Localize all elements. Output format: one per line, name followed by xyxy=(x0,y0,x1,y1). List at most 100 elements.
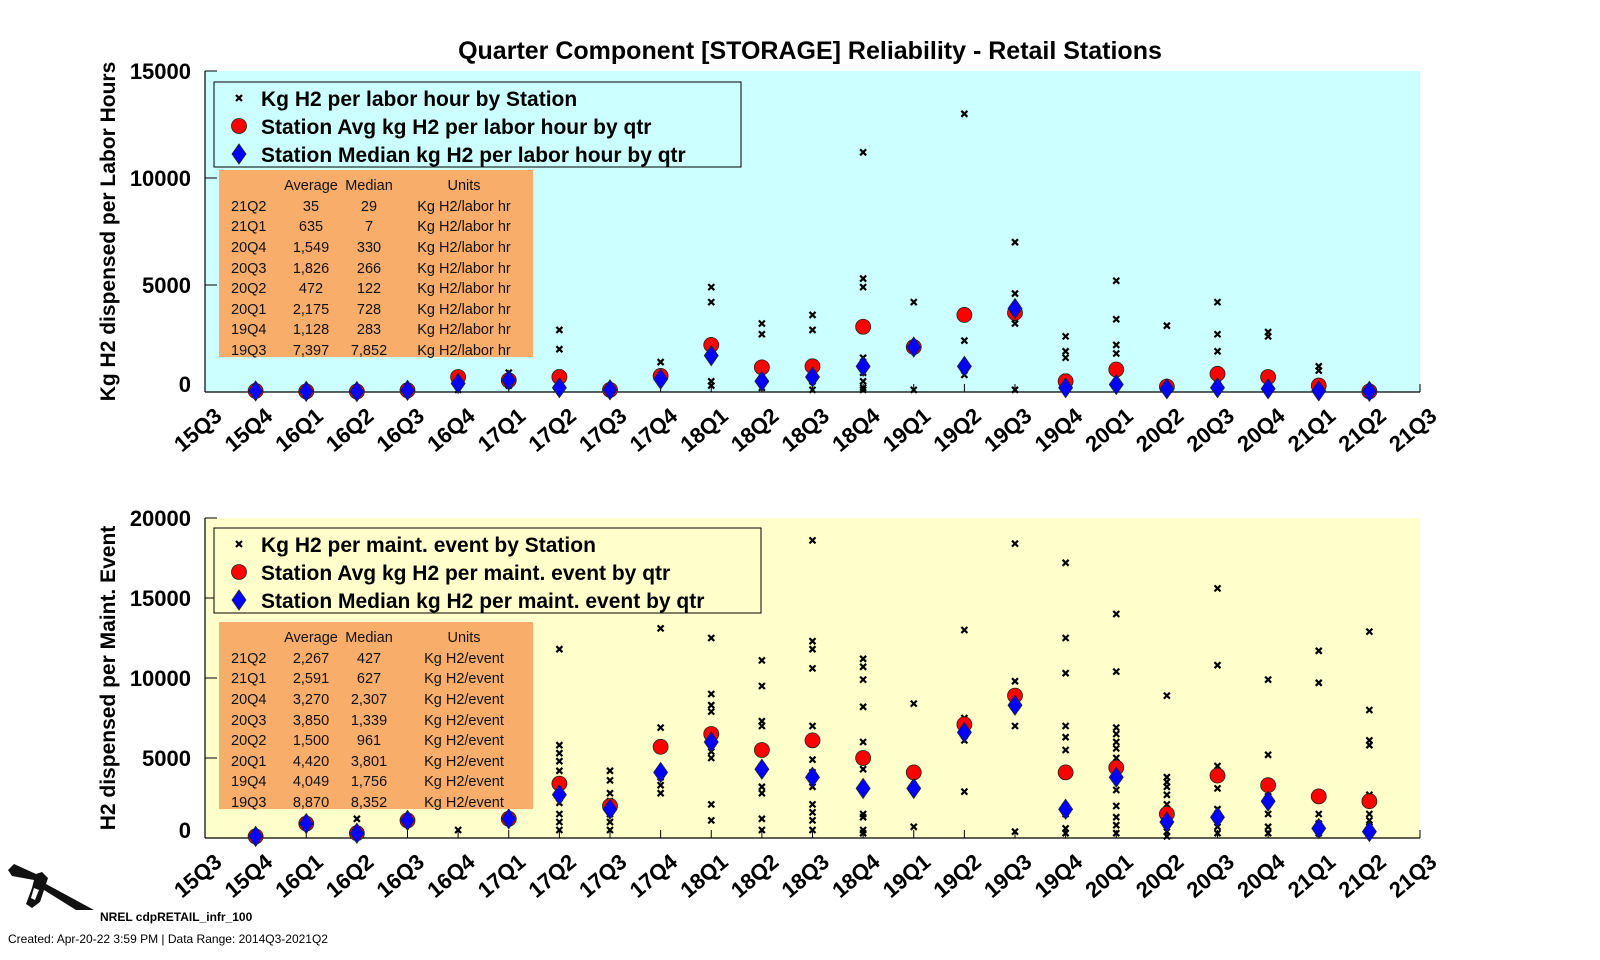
bottom-station-point xyxy=(1112,802,1121,810)
bottom-station-point xyxy=(1163,783,1171,791)
bottom-station-point xyxy=(859,703,867,711)
bottom-station-point xyxy=(909,823,918,831)
bottom-station-point xyxy=(1163,832,1171,841)
table-cell: Units xyxy=(447,178,481,195)
bottom-x-tick-label: 19Q1 xyxy=(878,849,935,903)
table-row: 19Q4 1,128 283 Kg H2/labor hr xyxy=(227,320,529,341)
table-cell: Kg H2/labor hr xyxy=(417,343,511,360)
top-station-point xyxy=(808,386,817,394)
bottom-station-point xyxy=(1061,733,1070,741)
bottom-station-point xyxy=(758,826,766,834)
top-y-tick-label: 0 xyxy=(179,372,191,397)
top-station-point xyxy=(656,358,665,366)
bottom-median-point xyxy=(703,731,719,753)
bottom-station-point xyxy=(1061,722,1070,730)
top-station-point xyxy=(1011,238,1019,246)
bottom-station-point xyxy=(1213,661,1222,669)
top-station-point xyxy=(859,274,867,283)
top-median-point xyxy=(248,380,264,402)
table-cell: Kg H2/labor hr xyxy=(417,301,511,318)
bottom-station-point xyxy=(1314,647,1323,655)
bottom-median-point xyxy=(349,822,365,844)
table-cell: Median xyxy=(345,178,393,195)
bottom-station-point xyxy=(555,818,564,826)
bottom-station-point xyxy=(1112,786,1121,794)
table-cell: 283 xyxy=(356,322,382,339)
top-station-point xyxy=(859,148,867,157)
table-cell: 627 xyxy=(356,671,382,688)
bottom-station-point xyxy=(606,767,614,775)
table-cell: 1,756 xyxy=(350,774,388,791)
table-cell: 20Q4 xyxy=(231,692,267,709)
bottom-avg-point xyxy=(1209,767,1226,784)
bottom-table-grid: Average Median Units 21Q2 2,267 427 Kg H2/even… xyxy=(227,628,529,813)
bottom-station-point xyxy=(859,655,867,663)
top-station-point xyxy=(1213,330,1222,338)
bottom-x-tick-label: 20Q4 xyxy=(1232,848,1290,902)
bottom-avg-point xyxy=(753,742,770,758)
top-station-point xyxy=(808,326,817,334)
bottom-station-point xyxy=(555,645,564,653)
table-cell: 266 xyxy=(356,260,382,277)
bottom-legend-label: Station Median kg H2 per maint. event by… xyxy=(261,590,704,613)
top-median-point xyxy=(703,344,719,367)
top-station-point xyxy=(1112,315,1121,324)
bottom-station-point xyxy=(1264,751,1272,759)
bottom-y-tick-label: 15000 xyxy=(130,586,191,611)
table-row: 21Q1 635 7 Kg H2/labor hr xyxy=(227,217,529,238)
bottom-avg-point xyxy=(804,732,821,749)
bottom-station-point xyxy=(1112,738,1121,746)
bottom-station-point xyxy=(1264,829,1272,837)
bottom-station-point xyxy=(758,682,766,690)
bottom-station-point xyxy=(707,754,716,762)
top-x-tick-label: 17Q1 xyxy=(473,403,530,457)
bottom-median-point xyxy=(1210,806,1225,828)
bottom-station-point xyxy=(1061,559,1070,567)
top-x-tick-label: 20Q4 xyxy=(1232,402,1290,456)
bottom-station-point xyxy=(1365,706,1374,714)
top-station-point xyxy=(555,345,564,353)
footer-label: NREL cdpRETAIL_infr_100 xyxy=(100,910,253,924)
top-x-tick-label: 15Q3 xyxy=(169,403,226,457)
top-median-point xyxy=(956,355,972,378)
top-median-point xyxy=(298,380,314,403)
bottom-median-point xyxy=(1311,817,1327,840)
table-cell: 3,850 xyxy=(292,712,330,729)
top-station-point xyxy=(1314,366,1323,375)
top-station-point xyxy=(555,326,564,334)
bottom-x-tick-label: 18Q1 xyxy=(675,849,732,903)
bottom-station-point xyxy=(1163,691,1171,700)
bottom-station-point xyxy=(555,826,564,834)
top-legend-label: Station Avg kg H2 per labor hour by qtr xyxy=(261,116,651,139)
bottom-station-point xyxy=(859,765,867,773)
bottom-avg-point xyxy=(1260,777,1277,794)
top-station-point xyxy=(1011,289,1019,298)
table-cell: 4,049 xyxy=(292,774,330,791)
table-cell: 19Q4 xyxy=(231,774,267,791)
bottom-station-point xyxy=(1011,539,1019,548)
top-x-tick-label: 17Q4 xyxy=(625,402,683,456)
bottom-station-point xyxy=(1365,627,1374,636)
top-median-point xyxy=(754,370,770,392)
table-row: 19Q4 4,049 1,756 Kg H2/event xyxy=(227,772,529,793)
table-cell: 427 xyxy=(356,650,382,667)
bottom-station-point xyxy=(1112,610,1121,618)
top-station-point xyxy=(909,386,918,394)
table-cell: 3,270 xyxy=(292,692,330,709)
bottom-station-point xyxy=(1061,669,1070,677)
top-station-point xyxy=(758,330,766,338)
top-table-grid: Average Median Units 21Q2 35 29 Kg H2/labor hr… xyxy=(227,176,529,361)
top-station-point xyxy=(1213,298,1222,306)
bottom-station-point xyxy=(656,723,665,732)
bottom-station-point xyxy=(758,722,766,730)
bottom-station-point xyxy=(808,637,817,645)
table-cell: 19Q3 xyxy=(231,795,267,812)
top-station-point xyxy=(909,298,918,306)
table-row: 19Q3 8,870 8,352 Kg H2/event xyxy=(227,793,529,814)
top-x-tick-label: 20Q2 xyxy=(1131,403,1188,457)
bottom-x-tick-label: 15Q3 xyxy=(169,849,226,903)
bottom-station-point xyxy=(859,663,867,671)
bottom-avg-point xyxy=(1310,788,1327,805)
top-median-point xyxy=(1311,380,1327,402)
top-median-point xyxy=(450,372,466,395)
